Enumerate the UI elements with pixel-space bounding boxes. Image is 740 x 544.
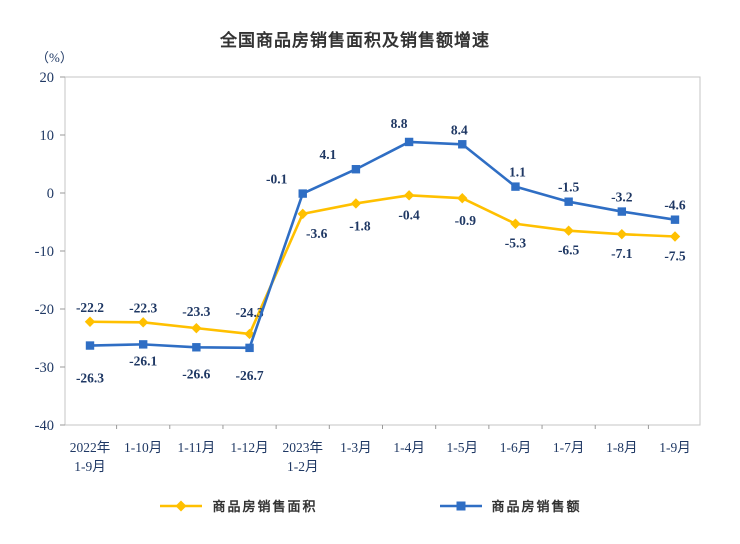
data-point-marker-diamond	[191, 322, 202, 334]
data-point-marker-square	[298, 189, 307, 198]
x-axis-category-label: 1-6月	[500, 440, 532, 455]
data-point-marker-square	[404, 137, 414, 147]
data-point-marker-diamond	[403, 190, 415, 201]
data-label: 1.1	[509, 165, 526, 180]
y-axis-tick-label: -10	[35, 244, 54, 260]
data-point-marker-square	[138, 340, 148, 349]
x-axis-category-label: 1-9月	[659, 440, 691, 455]
data-label: -0.4	[398, 207, 420, 222]
data-point-marker-square	[617, 207, 627, 216]
x-axis-category-label: 1-10月	[124, 440, 162, 455]
x-axis-category-label: 2023年	[282, 440, 323, 455]
data-label: -3.2	[611, 190, 633, 205]
data-point-marker-diamond	[457, 193, 468, 204]
data-point-marker-diamond	[297, 208, 308, 220]
data-point-marker-diamond	[510, 218, 521, 229]
data-label: -0.1	[266, 172, 288, 187]
legend-label-sales-area: 商品房销售面积	[212, 499, 318, 514]
data-label: -3.6	[306, 226, 328, 241]
plot-border	[64, 76, 701, 426]
data-point-marker-square	[458, 140, 467, 149]
chart-legend: 商品房销售面积 商品房销售额	[0, 496, 740, 515]
y-axis-tick-label: 10	[40, 128, 55, 144]
x-axis-category-label: 1-2月	[287, 459, 319, 474]
legend-item-sales-value: 商品房销售额	[438, 496, 582, 515]
data-label: -23.3	[182, 304, 210, 319]
y-axis-unit-label: （%）	[36, 50, 73, 65]
data-label: -6.5	[558, 243, 580, 258]
data-label: -1.8	[349, 218, 371, 233]
data-label: 8.8	[391, 116, 408, 131]
series-line-0	[89, 194, 676, 336]
data-label: -22.2	[76, 300, 104, 315]
y-axis-tick-label: 0	[47, 186, 54, 202]
data-point-marker-diamond	[350, 198, 362, 209]
data-point-marker-square	[245, 343, 254, 353]
x-axis-category-label: 1-5月	[447, 440, 479, 455]
data-label: -4.6	[664, 198, 686, 213]
y-axis-tick-label: -40	[35, 418, 54, 434]
y-axis-tick-label: -30	[35, 360, 54, 376]
chart-title: 全国商品房销售面积及销售额增速	[220, 31, 490, 50]
data-label: -7.1	[611, 246, 633, 261]
x-axis-category-label: 1-3月	[340, 440, 372, 455]
y-axis-tick-label: -20	[35, 302, 54, 318]
data-point-marker-square	[511, 182, 520, 191]
legend-item-sales-area: 商品房销售面积	[158, 496, 317, 515]
data-point-marker-square	[85, 341, 95, 350]
data-label: -1.5	[558, 180, 580, 195]
x-axis-category-label: 1-11月	[177, 440, 215, 455]
data-label: -5.3	[505, 236, 527, 251]
x-axis-category-label: 1-12月	[230, 440, 268, 455]
data-label: -26.7	[235, 368, 263, 383]
legend-swatch-square-icon	[439, 501, 482, 510]
data-point-marker-diamond	[616, 228, 628, 240]
x-axis-category-label: 1-7月	[553, 440, 585, 455]
data-point-marker-diamond	[84, 316, 96, 327]
data-label: -0.9	[455, 213, 477, 228]
data-point-marker-diamond	[669, 231, 681, 242]
data-label: -26.6	[182, 366, 210, 381]
data-point-marker-square	[351, 165, 361, 174]
data-point-marker-square	[670, 215, 680, 224]
data-point-marker-diamond	[137, 317, 149, 328]
x-axis-category-label: 1-8月	[606, 440, 638, 455]
data-label: -26.3	[76, 371, 104, 386]
data-point-marker-square	[192, 343, 201, 352]
data-point-marker-diamond	[563, 225, 574, 236]
x-axis-category-label: 1-9月	[74, 459, 106, 474]
data-label: -24.3	[235, 305, 263, 320]
data-label: -22.3	[129, 300, 157, 315]
data-label: -26.1	[129, 353, 157, 368]
legend-label-sales-value: 商品房销售额	[491, 499, 582, 514]
data-label: -7.5	[664, 249, 686, 264]
series-line-1	[89, 140, 676, 350]
legend-swatch-diamond-icon	[160, 500, 203, 511]
data-point-marker-square	[564, 197, 573, 206]
data-label: 4.1	[319, 147, 336, 162]
y-axis-tick-label: 20	[40, 70, 55, 86]
data-label: 8.4	[451, 122, 468, 137]
x-axis-category-label: 2022年	[70, 440, 111, 455]
x-axis-category-label: 1-4月	[393, 440, 425, 455]
